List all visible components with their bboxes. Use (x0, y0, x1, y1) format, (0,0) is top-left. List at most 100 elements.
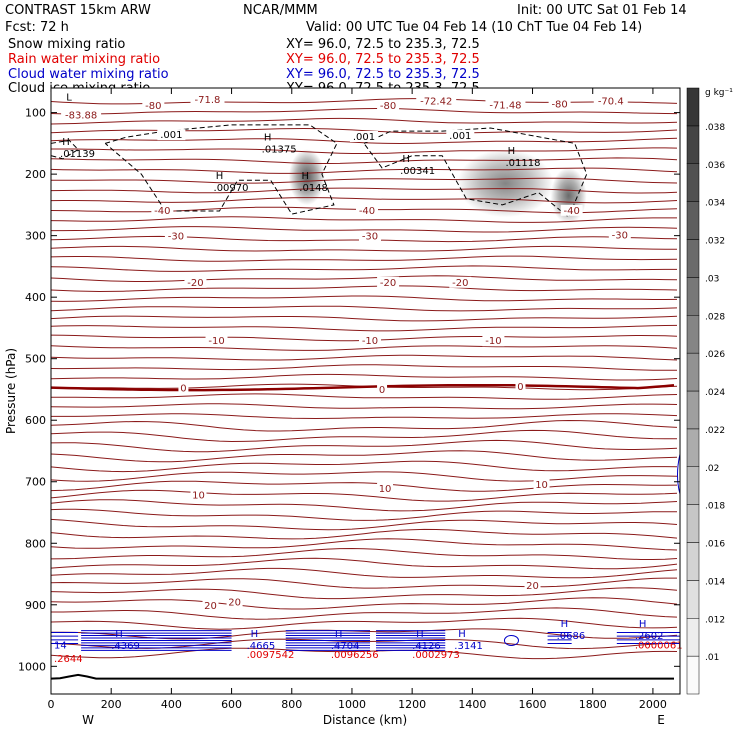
isotherm-label: -83.88 (65, 110, 97, 121)
isotherm-label: -10 (485, 336, 501, 347)
x-tick-label: 1000 (338, 698, 366, 711)
isotherm-line (51, 127, 678, 134)
cloud-water-max-value: .4665 (247, 641, 276, 652)
isotherm-label-bg (560, 204, 583, 216)
isotherm-label: -30 (612, 230, 628, 241)
isotherm-line (51, 587, 678, 600)
isotherm-line (51, 305, 678, 312)
colorbar-label: .022 (705, 426, 725, 436)
isotherm-label-bg (377, 482, 394, 494)
x-tick-label: 0 (48, 698, 55, 711)
x-axis-title: Distance (km) (323, 713, 407, 727)
isotherm-line (51, 167, 678, 174)
west-label: W (82, 713, 94, 727)
isotherm-label-bg (524, 580, 541, 592)
ice-max-marker: L (66, 92, 72, 103)
rain-max-value: .0002973 (412, 650, 460, 661)
isotherm-line (51, 393, 678, 400)
isotherm-line (51, 157, 678, 164)
ice-max-value: .00341 (400, 166, 435, 177)
ice-max-value: .00970 (214, 183, 249, 194)
isotherm-line (51, 508, 678, 521)
colorbar-label: .032 (705, 237, 725, 247)
isotherm-label-bg (377, 276, 400, 288)
ice-max-value: .01118 (505, 158, 540, 169)
isotherm-label-bg (202, 599, 219, 611)
ice-contour-label: .001 (353, 132, 375, 143)
ice-max-marker: H (402, 154, 410, 165)
isotherm-label: 0 (379, 385, 385, 396)
colorbar-label: .01 (705, 653, 719, 663)
isotherm-line (51, 528, 678, 540)
terrain-line (51, 673, 674, 680)
isotherm-label: -20 (452, 278, 468, 289)
isotherm-line (51, 315, 678, 322)
isotherm-line (51, 567, 678, 579)
isotherm-label: -20 (187, 278, 203, 289)
field-xy-snow: XY= 96.0, 72.5 to 235.3, 72.5 (286, 37, 480, 52)
colorbar-label: .018 (705, 502, 725, 512)
isotherm-label: -30 (168, 232, 184, 243)
isotherm-label: 20 (204, 601, 217, 612)
y-tick-label: 100 (25, 107, 46, 120)
colorbar-label: .036 (705, 161, 725, 171)
cloud-water-max-marker: H (115, 629, 123, 640)
colorbar-segment (686, 655, 700, 695)
y-tick-label: 300 (25, 230, 46, 243)
isotherm-label-bg (178, 382, 189, 394)
isotherm-label-bg (356, 204, 379, 216)
isotherm-line (51, 460, 678, 473)
colorbar-segment (686, 87, 700, 127)
colorbar-unit: g kg⁻¹ (705, 88, 733, 98)
ice-contour-label-bg (157, 129, 186, 141)
isotherm-line (51, 275, 678, 282)
x-tick-label: 600 (221, 698, 242, 711)
isotherm-label-bg (359, 335, 382, 347)
plot-title: CONTRAST 15km ARW (5, 3, 151, 18)
isotherm-label-bg (548, 98, 571, 110)
isotherm-line (51, 147, 678, 154)
isotherm-line (51, 177, 678, 184)
x-tick-label: 1600 (519, 698, 547, 711)
colorbar-segment (686, 428, 700, 467)
isotherm-label: -40 (154, 206, 170, 217)
isotherm-label: -71.48 (489, 101, 521, 112)
colorbar-segment (686, 580, 700, 619)
field-name-rain: Rain water mixing ratio (8, 52, 161, 67)
rain-max-value: .0097542 (247, 650, 295, 661)
isotherm-label: 20 (526, 581, 539, 592)
ice-max-value: .01139 (60, 149, 95, 160)
ice-max-value: .01375 (262, 144, 297, 155)
isotherm-line (51, 577, 677, 589)
colorbar-label: .026 (705, 350, 725, 360)
isotherm-label-bg (226, 596, 243, 608)
cloud-water-max-marker: H (335, 629, 343, 640)
isotherm-label: 0 (180, 384, 186, 395)
isotherm-line (51, 450, 678, 463)
colorbar-segment (686, 239, 700, 278)
y-tick-label: 200 (25, 168, 46, 181)
isotherm-line (51, 413, 678, 420)
isotherm-line (51, 324, 678, 332)
isotherm-line (51, 489, 678, 502)
isotherm-label-bg (608, 229, 631, 241)
cloud-water-contour (503, 634, 519, 646)
isotherm-label: -40 (563, 206, 579, 217)
colorbar-segment (686, 125, 700, 164)
colorbar-label: .028 (705, 312, 725, 322)
rain-max-value: .2644 (54, 654, 83, 665)
ice-max-marker: H (302, 171, 310, 182)
colorbar-segment (686, 390, 700, 430)
isotherm-line (51, 108, 678, 115)
colorbar: .01 .012 .014 .016 .018 .02 .022 .024 .026 .028 .0… (686, 87, 725, 695)
isotherm-label: -80 (551, 99, 567, 110)
cloud-water-max-marker: H (458, 629, 466, 640)
colorbar-segment (686, 618, 700, 657)
ice-contour-label: .001 (449, 131, 471, 142)
cloud-water-max-value: .2602 (635, 631, 664, 642)
isotherm-label-bg (416, 95, 457, 107)
cloud-water-max-value: .4704 (331, 641, 360, 652)
isotherm-label: -40 (359, 206, 375, 217)
y-tick-label: 700 (25, 476, 46, 489)
